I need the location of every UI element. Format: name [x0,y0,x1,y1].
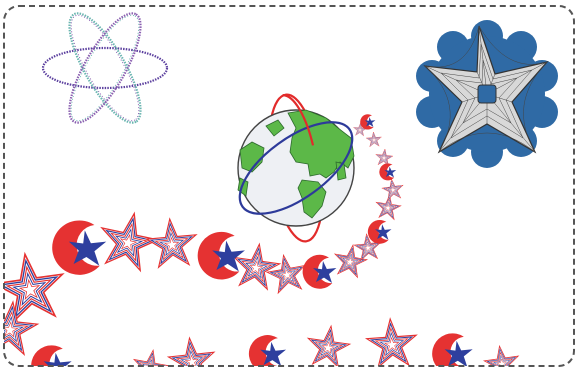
star-badge-icon [416,20,558,168]
globe-icon [237,93,355,243]
dashed-frame [3,5,575,367]
